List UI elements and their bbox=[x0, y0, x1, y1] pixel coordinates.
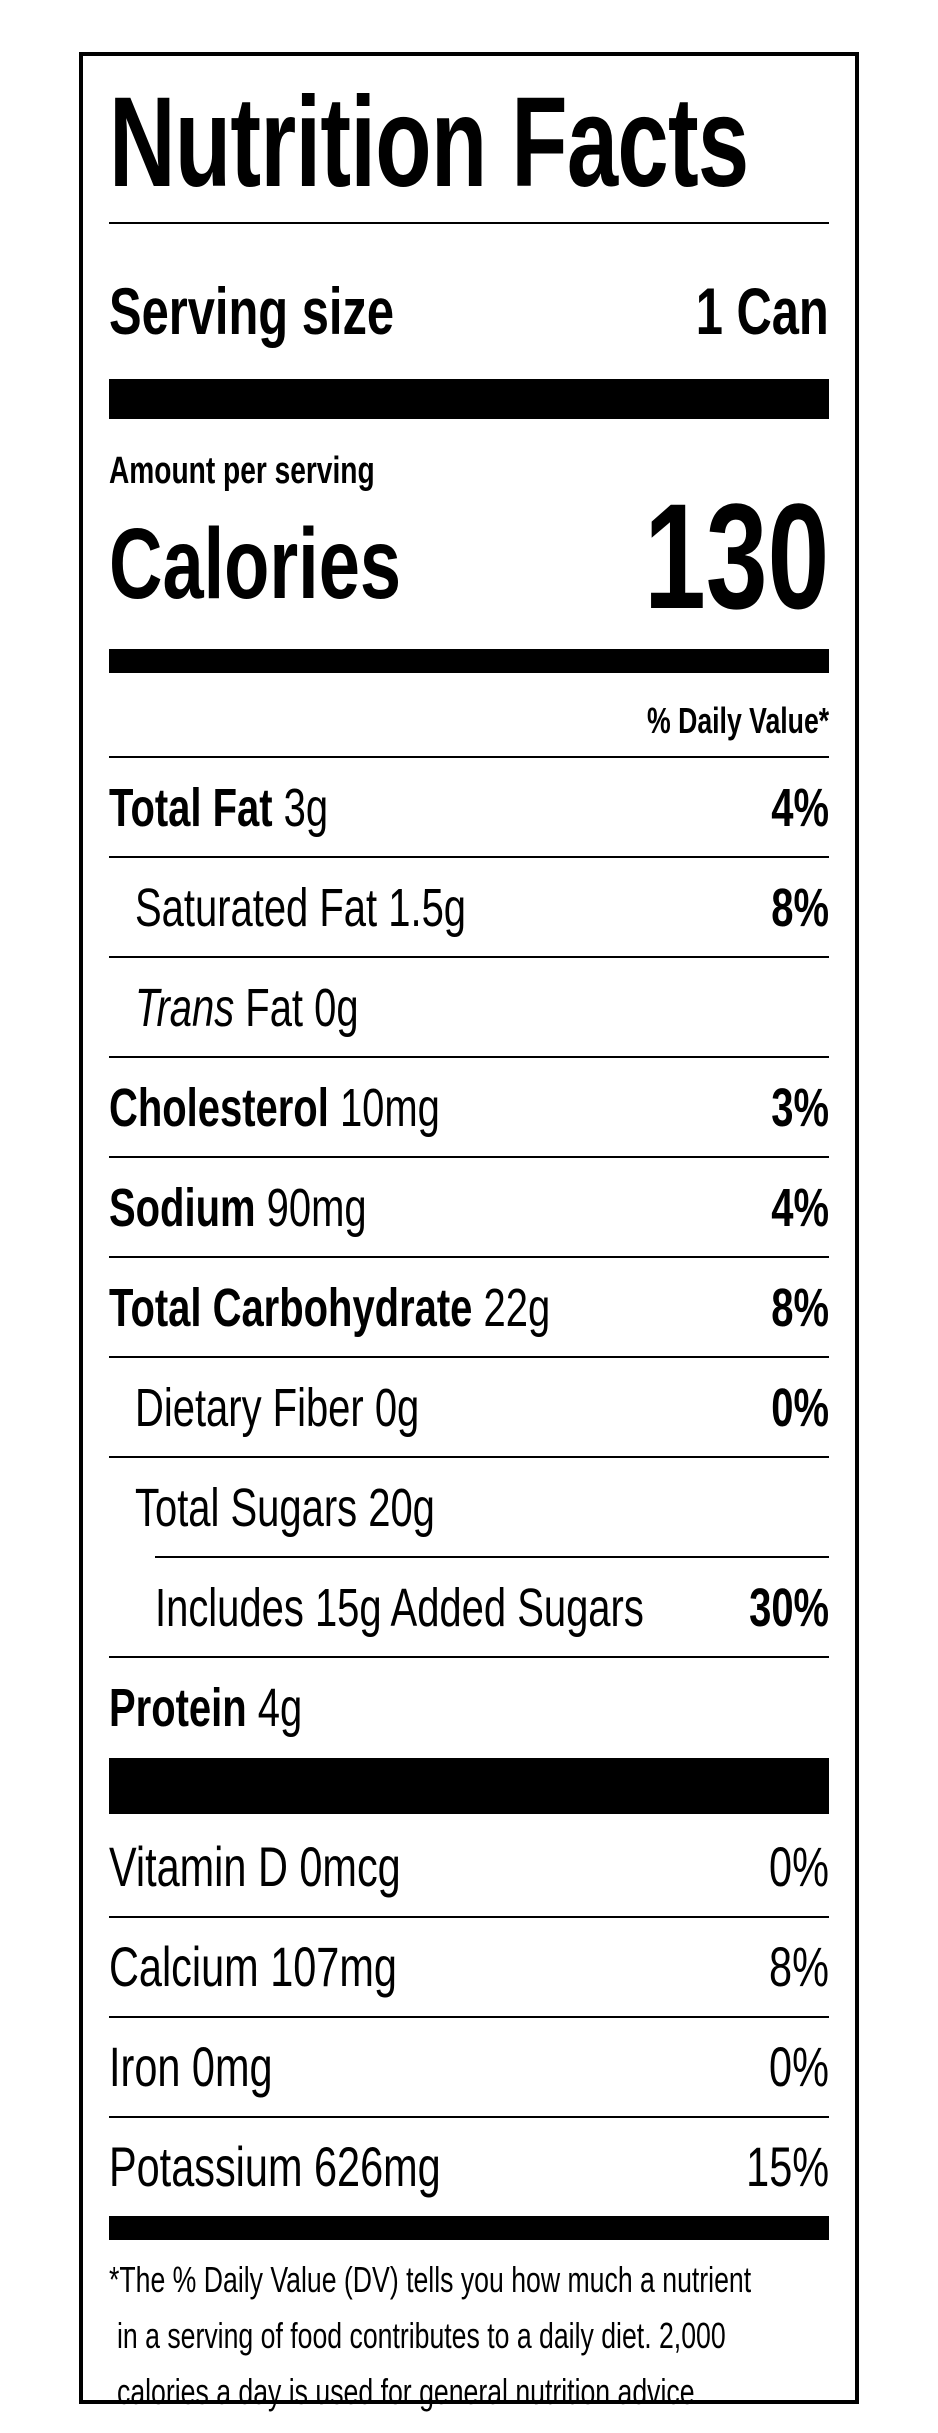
divider bbox=[109, 222, 829, 224]
divider bbox=[109, 1456, 829, 1458]
nutrient-amount: 10mg bbox=[339, 1078, 440, 1138]
nutrient-name: Dietary Fiber bbox=[135, 1378, 364, 1438]
daily-value-header: % Daily Value* bbox=[646, 700, 829, 741]
divider bbox=[155, 1556, 829, 1558]
nutrient-name: Total Carbohydrate bbox=[109, 1278, 473, 1338]
nutrient-name: Sodium bbox=[109, 1178, 256, 1238]
nutrition-facts-label: Nutrition Facts Serving size 1 Can Amoun… bbox=[79, 52, 859, 2412]
medium-divider bbox=[109, 649, 829, 673]
nutrient-name-italic: Trans bbox=[135, 978, 235, 1038]
vitamin-row-calcium: Calcium 107mg 8% bbox=[109, 1918, 829, 2016]
thick-divider bbox=[109, 379, 829, 419]
nutrient-amount: 4g bbox=[257, 1678, 303, 1738]
divider bbox=[109, 1056, 829, 1058]
nutrient-row-total-sugars: Total Sugars 20g bbox=[109, 1459, 829, 1557]
nutrient-name: Protein bbox=[109, 1678, 247, 1738]
footnote-line: calories a day is used for general nutri… bbox=[117, 2371, 702, 2412]
nutrient-dv: 4% bbox=[771, 778, 829, 838]
divider bbox=[109, 2116, 829, 2118]
nutrient-row-protein: Protein 4g bbox=[109, 1659, 829, 1757]
nutrient-prefix: Includes bbox=[155, 1578, 304, 1638]
vitamin-amount: 107mg bbox=[270, 1935, 397, 1998]
nutrient-name: Saturated Fat bbox=[135, 878, 378, 938]
divider bbox=[109, 1356, 829, 1358]
label-title: Nutrition Facts bbox=[109, 71, 749, 214]
nutrient-row-sodium: Sodium 90mg 4% bbox=[109, 1159, 829, 1257]
nutrient-row-dietary-fiber: Dietary Fiber 0g 0% bbox=[109, 1359, 829, 1457]
footnote-line: *The % Daily Value (DV) tells you how mu… bbox=[109, 2259, 752, 2300]
nutrient-dv: 8% bbox=[771, 878, 829, 938]
vitamin-name: Vitamin D bbox=[109, 1835, 288, 1898]
vitamin-row-vitamin-d: Vitamin D 0mcg 0% bbox=[109, 1818, 829, 1916]
divider bbox=[109, 856, 829, 858]
vitamin-name: Calcium bbox=[109, 1935, 259, 1998]
nutrient-name: Fat bbox=[245, 978, 304, 1038]
vitamin-amount: 626mg bbox=[313, 2135, 441, 2198]
vitamin-name: Iron bbox=[109, 2035, 181, 2098]
nutrient-row-total-fat: Total Fat 3g 4% bbox=[109, 759, 829, 857]
divider bbox=[109, 1256, 829, 1258]
nutrient-row-trans-fat: Trans Fat 0g bbox=[109, 959, 829, 1057]
vitamin-row-potassium: Potassium 626mg 15% bbox=[109, 2118, 829, 2216]
nutrient-name: Total Fat bbox=[109, 778, 273, 838]
nutrient-row-added-sugars: Includes 15g Added Sugars 30% bbox=[109, 1559, 829, 1657]
nutrient-amount: 20g bbox=[368, 1478, 435, 1538]
nutrient-amount: 0g bbox=[374, 1378, 420, 1438]
nutrient-row-cholesterol: Cholesterol 10mg 3% bbox=[109, 1059, 829, 1157]
calories-value: 130 bbox=[643, 472, 829, 640]
nutrient-row-total-carbohydrate: Total Carbohydrate 22g 8% bbox=[109, 1259, 829, 1357]
nutrient-amount: 22g bbox=[483, 1278, 551, 1338]
footnote: *The % Daily Value (DV) tells you how mu… bbox=[109, 2252, 829, 2420]
vitamin-dv: 0% bbox=[769, 2035, 829, 2098]
divider bbox=[109, 956, 829, 958]
nutrient-amount: 0g bbox=[314, 978, 359, 1038]
vitamin-amount: 0mg bbox=[191, 2035, 273, 2098]
vitamin-amount: 0mcg bbox=[299, 1835, 401, 1898]
divider bbox=[109, 1916, 829, 1918]
vitamin-dv: 15% bbox=[746, 2135, 829, 2198]
serving-size-label: Serving size bbox=[109, 274, 395, 348]
serving-size-value: 1 Can bbox=[695, 274, 829, 348]
nutrient-name: Cholesterol bbox=[109, 1078, 329, 1138]
nutrient-amount: 1.5g bbox=[388, 878, 467, 938]
footnote-line: in a serving of food contributes to a da… bbox=[117, 2315, 726, 2356]
amount-per-serving: Amount per serving bbox=[109, 450, 375, 492]
nutrient-row-saturated-fat: Saturated Fat 1.5g 8% bbox=[109, 859, 829, 957]
nutrient-name: Total Sugars bbox=[135, 1478, 358, 1538]
vitamin-dv: 8% bbox=[769, 1935, 829, 1998]
calories-label: Calories bbox=[109, 508, 402, 620]
divider bbox=[109, 756, 829, 758]
vitamin-row-iron: Iron 0mg 0% bbox=[109, 2018, 829, 2116]
nutrient-dv: 30% bbox=[749, 1578, 829, 1638]
divider bbox=[109, 1656, 829, 1658]
thick-divider bbox=[109, 1758, 829, 1814]
nutrient-name: Added Sugars bbox=[390, 1578, 644, 1638]
nutrient-dv: 8% bbox=[771, 1278, 829, 1338]
nutrient-dv: 3% bbox=[771, 1078, 829, 1138]
nutrient-dv: 0% bbox=[771, 1378, 829, 1438]
vitamin-dv: 0% bbox=[769, 1835, 829, 1898]
divider bbox=[109, 1156, 829, 1158]
nutrient-dv: 4% bbox=[771, 1178, 829, 1238]
nutrient-amount: 3g bbox=[283, 778, 329, 838]
serving-size-row: Serving size 1 Can bbox=[109, 266, 829, 356]
nutrient-amount: 90mg bbox=[266, 1178, 367, 1238]
vitamin-name: Potassium bbox=[109, 2135, 303, 2198]
divider bbox=[109, 2016, 829, 2018]
medium-divider bbox=[109, 2216, 829, 2240]
nutrient-amount: 15g bbox=[314, 1578, 382, 1638]
